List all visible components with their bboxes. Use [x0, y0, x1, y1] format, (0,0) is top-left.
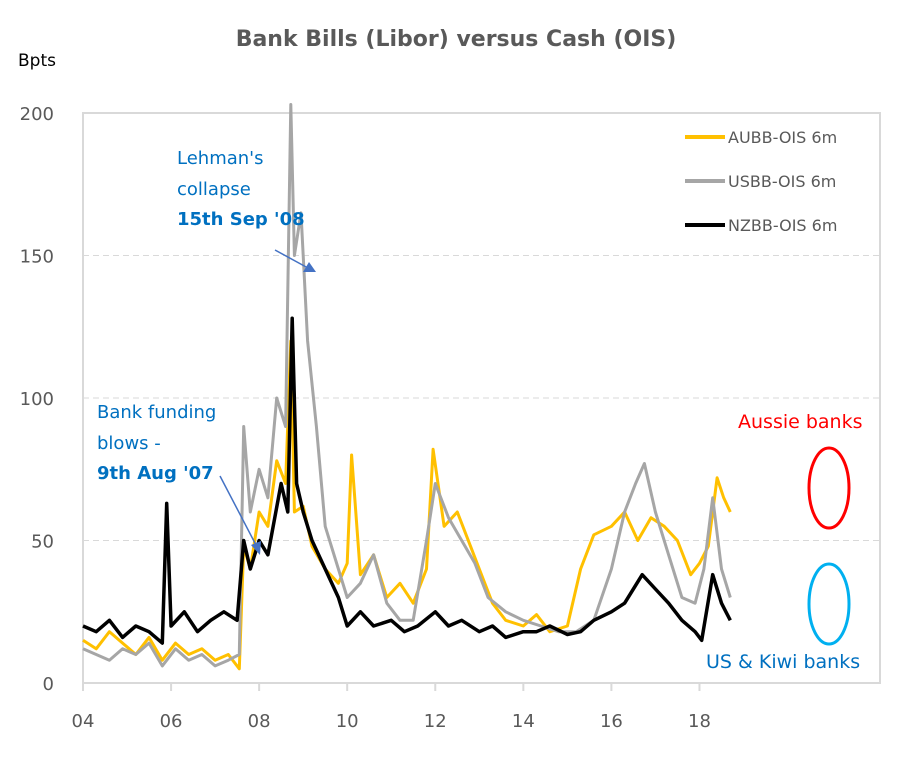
y-tick-label: 50 — [31, 532, 54, 553]
us-kiwi-circle — [807, 562, 851, 646]
x-tick-label: 04 — [72, 711, 95, 732]
x-tick-label: 06 — [160, 711, 183, 732]
annotation-funding: Bank funding blows - 9th Aug '07 — [97, 402, 216, 484]
y-axis-label: Bpts — [18, 51, 56, 71]
x-tick-label: 14 — [512, 711, 535, 732]
funding-line1: Bank funding — [97, 402, 216, 423]
x-tick-label: 18 — [688, 711, 711, 732]
annotation-lehman: Lehman's collapse 15th Sep '08 — [177, 148, 305, 230]
legend-label-usbb: USBB-OIS 6m — [728, 172, 836, 191]
series-line-usbb-ois — [82, 103, 732, 668]
annotation-aussie-banks: Aussie banks — [738, 411, 863, 433]
lehman-date: 15th Sep '08 — [177, 209, 305, 230]
arrow-funding — [219, 475, 261, 555]
legend-label-aubb: AUBB-OIS 6m — [728, 128, 837, 147]
annotation-us-kiwi-banks: US & Kiwi banks — [706, 651, 860, 673]
chart-title: Bank Bills (Libor) versus Cash (OIS) — [236, 27, 677, 52]
arrow-lehman — [274, 249, 316, 272]
legend-label-nzbb: NZBB-OIS 6m — [728, 216, 837, 235]
aussie-circle — [807, 446, 851, 530]
funding-line2: blows - — [97, 433, 161, 454]
y-tick-label: 100 — [20, 389, 54, 410]
legend: AUBB-OIS 6m USBB-OIS 6m NZBB-OIS 6m — [685, 128, 837, 235]
lehman-line1: Lehman's — [177, 148, 264, 169]
x-tick-label: 16 — [600, 711, 623, 732]
y-tick-label: 150 — [20, 247, 54, 268]
funding-date: 9th Aug '07 — [97, 463, 214, 484]
x-tick-label: 10 — [336, 711, 359, 732]
y-tick-label: 0 — [43, 674, 54, 695]
x-tick-label: 12 — [424, 711, 447, 732]
lehman-line2: collapse — [177, 179, 251, 200]
series-line-nzbb-ois — [82, 316, 732, 645]
x-tick-label: 08 — [248, 711, 271, 732]
y-tick-label: 200 — [20, 104, 54, 125]
